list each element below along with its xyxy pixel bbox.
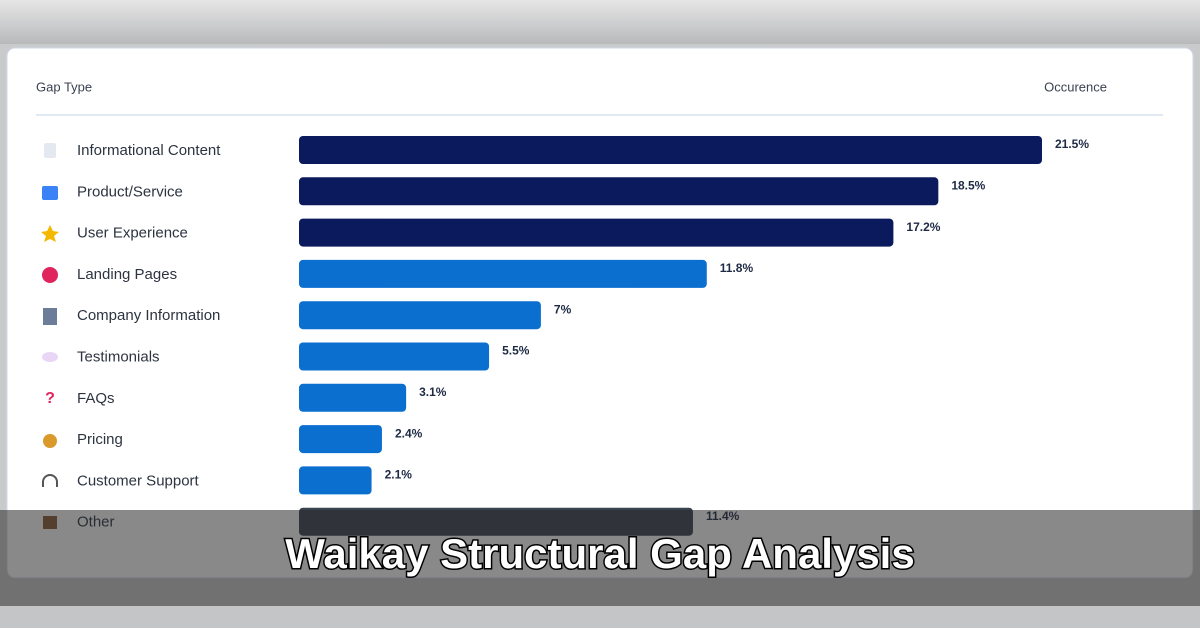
category-label: Landing Pages bbox=[77, 266, 177, 283]
icon bbox=[44, 143, 56, 158]
value-label: 7% bbox=[554, 302, 572, 316]
icon bbox=[42, 267, 58, 283]
value-label: 21.5% bbox=[1055, 137, 1089, 151]
category-label: User Experience bbox=[77, 225, 188, 242]
banner bbox=[0, 510, 1200, 606]
background bbox=[0, 606, 1200, 628]
value-label: 11.8% bbox=[720, 261, 754, 275]
category-label: Company Information bbox=[77, 307, 220, 324]
icon bbox=[42, 474, 58, 487]
category-label: Pricing bbox=[77, 431, 123, 448]
column-header: Gap Type bbox=[36, 79, 92, 94]
bar bbox=[299, 259, 707, 288]
category-label: Customer Support bbox=[77, 472, 200, 489]
value-label: 2.1% bbox=[385, 468, 413, 482]
bar bbox=[299, 177, 939, 206]
bar bbox=[299, 342, 490, 371]
icon bbox=[43, 308, 57, 325]
value-label: 2.4% bbox=[395, 426, 423, 440]
bar bbox=[299, 383, 407, 412]
category-label: Testimonials bbox=[77, 348, 160, 365]
bar bbox=[299, 425, 382, 454]
icon bbox=[43, 434, 57, 448]
bar bbox=[299, 136, 1042, 164]
category-label: FAQs bbox=[77, 390, 115, 407]
value-label: 18.5% bbox=[951, 178, 985, 192]
chart-title: Waikay Structural Gap Analysis bbox=[285, 530, 914, 577]
icon bbox=[41, 225, 59, 242]
bar bbox=[299, 301, 541, 330]
icon: ? bbox=[45, 390, 55, 407]
bar bbox=[299, 218, 894, 247]
icon bbox=[42, 352, 58, 362]
category-label: Product/Service bbox=[77, 183, 183, 200]
category-label: Informational Content bbox=[77, 142, 221, 159]
value-label: 17.2% bbox=[906, 220, 940, 234]
background bbox=[0, 0, 1200, 44]
icon bbox=[42, 186, 58, 200]
bar bbox=[299, 466, 372, 495]
value-label: 5.5% bbox=[502, 344, 530, 358]
column-header: Occurence bbox=[1044, 79, 1107, 94]
value-label: 3.1% bbox=[419, 385, 447, 399]
